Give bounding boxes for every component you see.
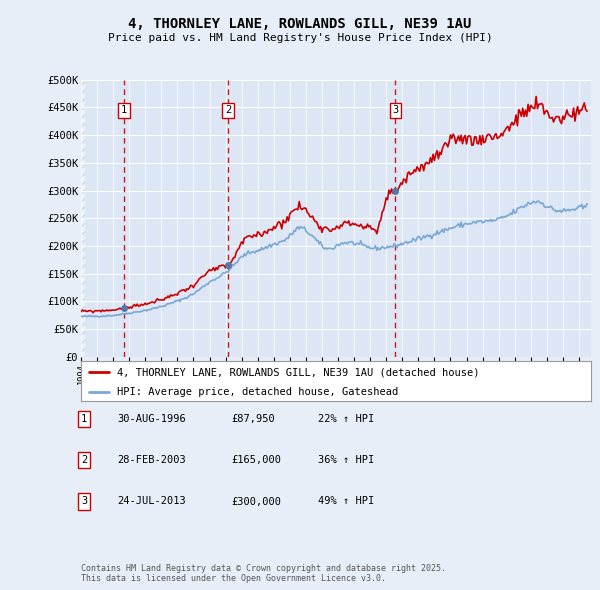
Text: £87,950: £87,950 (231, 414, 275, 424)
Text: HPI: Average price, detached house, Gateshead: HPI: Average price, detached house, Gate… (116, 388, 398, 398)
Text: 2: 2 (225, 105, 231, 115)
Text: 36% ↑ HPI: 36% ↑ HPI (318, 455, 374, 465)
Text: 28-FEB-2003: 28-FEB-2003 (117, 455, 186, 465)
Text: 30-AUG-1996: 30-AUG-1996 (117, 414, 186, 424)
Text: 3: 3 (81, 497, 87, 506)
Text: £300,000: £300,000 (231, 497, 281, 506)
Text: 4, THORNLEY LANE, ROWLANDS GILL, NE39 1AU (detached house): 4, THORNLEY LANE, ROWLANDS GILL, NE39 1A… (116, 368, 479, 378)
Text: 1: 1 (121, 105, 127, 115)
Text: 49% ↑ HPI: 49% ↑ HPI (318, 497, 374, 506)
Text: 3: 3 (392, 105, 398, 115)
Text: 24-JUL-2013: 24-JUL-2013 (117, 497, 186, 506)
Text: 4, THORNLEY LANE, ROWLANDS GILL, NE39 1AU: 4, THORNLEY LANE, ROWLANDS GILL, NE39 1A… (128, 17, 472, 31)
Text: 2: 2 (81, 455, 87, 465)
Text: 22% ↑ HPI: 22% ↑ HPI (318, 414, 374, 424)
Text: £165,000: £165,000 (231, 455, 281, 465)
Text: Contains HM Land Registry data © Crown copyright and database right 2025.
This d: Contains HM Land Registry data © Crown c… (81, 563, 446, 583)
Text: 1: 1 (81, 414, 87, 424)
Text: Price paid vs. HM Land Registry's House Price Index (HPI): Price paid vs. HM Land Registry's House … (107, 33, 493, 42)
